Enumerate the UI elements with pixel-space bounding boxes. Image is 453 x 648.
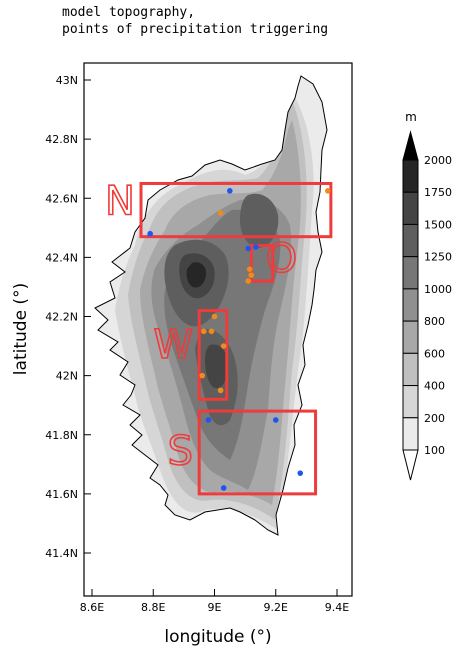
lat-tick-label: 42.6N	[45, 192, 78, 205]
trigger-point-blue	[220, 485, 227, 491]
region-letter-n: N	[105, 179, 135, 225]
region-boxes: N O W S	[104, 178, 333, 496]
trigger-points	[147, 188, 331, 491]
colorbar-segment	[402, 385, 419, 419]
map-title: model topography, points of precipitatio…	[62, 4, 328, 38]
colorbar-level-label: 200	[424, 412, 445, 425]
trigger-point-orange	[208, 328, 215, 335]
region-letter-w: W	[154, 322, 194, 368]
colorbar-level-label: 1000	[424, 283, 452, 296]
lat-tick-label: 41.6N	[45, 488, 78, 501]
lat-tick-label: 43N	[56, 74, 78, 87]
colorbar-level-label: 100	[424, 444, 445, 457]
colorbar-segment	[402, 288, 419, 322]
trigger-point-orange	[246, 266, 253, 273]
colorbar-segment	[402, 223, 419, 258]
region-letter-s: S	[168, 428, 193, 474]
trigger-point-orange	[211, 313, 218, 320]
colorbar-under-triangle	[402, 449, 419, 481]
trigger-point-orange	[199, 372, 206, 379]
lat-tick-label: 42.8N	[45, 133, 78, 146]
lon-tick-label: 8.8E	[141, 601, 165, 614]
colorbar-segment	[402, 159, 419, 193]
colorbar-level-label: 1250	[424, 251, 452, 264]
coastline	[94, 75, 328, 536]
colorbar-segment	[402, 320, 419, 354]
colorbar: m 100 200 400 600 800 1000 1250 1500 1750 2000	[402, 110, 452, 481]
colorbar-level-label: 400	[424, 380, 445, 393]
colorbar-unit-label: m	[405, 110, 417, 124]
axis-ticks: 8.6E 8.8E 9E 9.2E 9.4E 41.4N 41.6N 41.8N 42N 42.2…	[45, 74, 349, 614]
map-plot-area: N O W S 8.6E 8.8E 9E 9.2E 9.4E 41.4N 41.6N 41.8N 42…	[45, 62, 353, 614]
colorbar-segment	[402, 256, 419, 290]
region-box-s	[197, 409, 318, 496]
lat-tick-label: 41.4N	[45, 547, 78, 560]
colorbar-segment	[402, 352, 419, 387]
title-line-2: points of precipitation triggering	[62, 22, 329, 37]
trigger-point-blue	[253, 244, 259, 250]
trigger-point-blue	[227, 188, 233, 194]
colorbar-level-label: 800	[424, 315, 445, 328]
lon-tick-label: 8.6E	[80, 601, 104, 614]
lon-tick-label: 9.4E	[325, 601, 349, 614]
lat-tick-label: 42.4N	[45, 251, 78, 264]
trigger-point-orange	[245, 278, 251, 284]
lon-tick-label: 9.2E	[264, 601, 288, 614]
contour-level-1500-c	[240, 193, 279, 248]
lon-tick-label: 9E	[208, 601, 222, 614]
lat-tick-label: 41.8N	[45, 429, 78, 442]
trigger-point-orange	[217, 387, 224, 394]
trigger-point-orange	[325, 188, 331, 194]
lat-tick-label: 42.2N	[45, 311, 78, 324]
trigger-point-orange	[200, 328, 207, 335]
colorbar-segments: 100 200 400 600 800 1000 1250 1500 1750 2000	[402, 130, 452, 481]
colorbar-segment	[402, 191, 419, 225]
trigger-point-blue	[272, 417, 279, 423]
colorbar-level-label: 2000	[424, 154, 452, 167]
trigger-point-orange	[248, 272, 255, 278]
region-letter-o: O	[266, 236, 297, 282]
lat-tick-label: 42N	[56, 370, 78, 383]
trigger-point-blue	[297, 470, 304, 476]
colorbar-level-label: 600	[424, 347, 445, 360]
contour-level-1750-b	[205, 344, 229, 389]
title-line-1: model topography,	[62, 5, 196, 20]
colorbar-level-label: 1500	[424, 218, 452, 231]
colorbar-level-label: 1750	[424, 186, 452, 199]
colorbar-over-triangle	[402, 130, 419, 161]
y-axis-label: latitude (°)	[11, 283, 31, 375]
colorbar-segment	[402, 417, 419, 451]
trigger-point-blue	[245, 245, 251, 252]
trigger-point-orange	[220, 343, 227, 349]
region-box-n	[139, 181, 333, 239]
trigger-point-blue	[147, 230, 153, 237]
region-box-o	[249, 244, 275, 283]
trigger-point-blue	[205, 417, 212, 423]
trigger-point-orange	[217, 210, 224, 216]
contour-level-2000	[186, 262, 207, 288]
region-box-w	[197, 309, 229, 401]
x-axis-label: longitude (°)	[164, 627, 271, 647]
